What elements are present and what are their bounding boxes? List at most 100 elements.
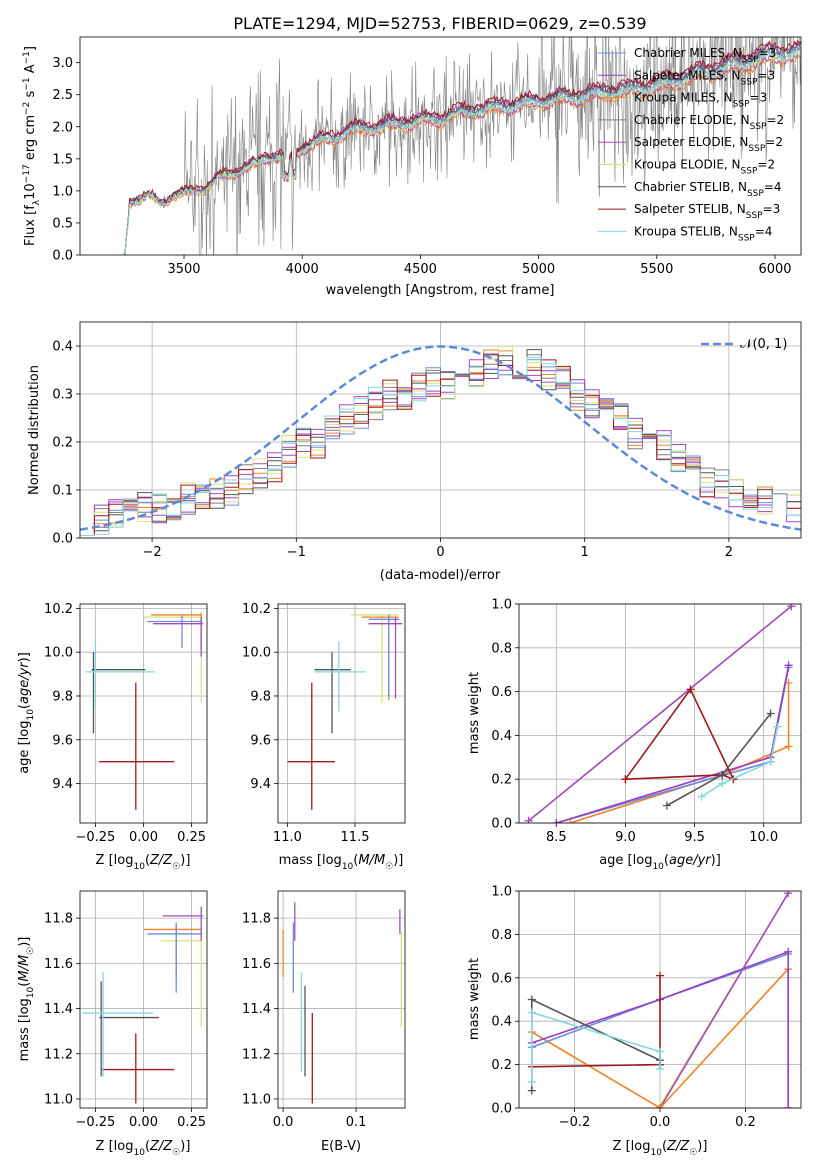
x-axis-label: Z [log10(Z/Z☉)] <box>613 1139 708 1158</box>
weight-marker <box>718 779 727 788</box>
y-tick-label: 3.0 <box>52 56 73 71</box>
y-tick-label: 11.4 <box>242 1002 271 1017</box>
y-tick-label: 0.0 <box>491 1102 512 1117</box>
x-tick-label: 5000 <box>522 262 555 277</box>
x-tick-label: 0.25 <box>177 1115 206 1130</box>
x-tick-label: 6000 <box>758 262 791 277</box>
x-tick-label: −1 <box>287 545 306 560</box>
x-axis-label: Z [log10(Z/Z☉)] <box>96 853 191 872</box>
y-tick-label: 0.0 <box>52 249 73 264</box>
x-axis-label: age [log10(age/yr)] <box>599 853 721 872</box>
histogram-chabrier-elodie <box>80 354 801 536</box>
x-tick-label: 2 <box>725 545 733 560</box>
weight-marker <box>656 1047 664 1056</box>
weight-marker <box>566 819 575 823</box>
y-tick-label: 0.2 <box>52 436 73 451</box>
legend-entry: Kroupa ELODIE, NSSP=2 <box>634 158 775 177</box>
weight-marker <box>784 661 793 670</box>
legend-entry: Salpeter ELODIE, NSSP=2 <box>634 135 783 154</box>
y-tick-label: 2.0 <box>52 120 73 135</box>
x-tick-label: 11.5 <box>341 830 370 845</box>
x-tick-label: 0.1 <box>346 1115 367 1130</box>
weight-marker <box>766 757 775 766</box>
weight-marker <box>656 971 664 980</box>
y-tick-label: 0.5 <box>52 216 73 231</box>
y-tick-label: 0.2 <box>491 773 512 788</box>
weight-marker <box>527 1077 536 1086</box>
y-tick-label: 9.8 <box>250 689 271 704</box>
weight-marker <box>527 1008 536 1017</box>
y-tick-label: 10.2 <box>242 602 271 617</box>
model-line-kroupa-elodie <box>122 50 801 255</box>
y-axis-label: Flux [fλ10−17 erg cm−2 s−1 A−1] <box>22 46 42 246</box>
weight-line-salpeter-stelib <box>531 975 661 1068</box>
weight-line-salpeter-stelib <box>624 687 735 781</box>
weight-vs-age-panel: 8.5 9.0 9.5 10.0 0.0 0.2 0.4 0.6 0.8 1.0 age [log1… <box>467 598 802 872</box>
x-axis-label: Z [log10(Z/Z☉)] <box>96 1139 191 1158</box>
weight-line-salpeter-miles <box>531 950 790 1108</box>
histogram-salpeter-stelib <box>80 353 801 536</box>
x-tick-label: 0.25 <box>177 830 206 845</box>
x-tick-label: 0.0 <box>650 1115 671 1130</box>
legend-entry: Salpeter STELIB, NSSP=3 <box>634 202 780 221</box>
weight-line-kroupa-stelib <box>701 726 779 798</box>
figure-title: PLATE=1294, MJD=52753, FIBERID=0629, z=0… <box>233 14 646 33</box>
y-tick-label: 10.2 <box>44 602 73 617</box>
gaussian-curve <box>80 345 801 531</box>
weight-marker <box>527 995 536 1004</box>
y-axis-label: Normed distribution <box>27 365 42 495</box>
x-tick-label: 0.00 <box>129 1115 158 1130</box>
y-tick-label: 9.6 <box>52 733 73 748</box>
y-tick-label: 10.0 <box>242 646 271 661</box>
y-tick-label: 9.4 <box>52 777 73 792</box>
y-tick-label: 0.0 <box>491 817 512 832</box>
age-vs-mass-panel: 11.0 11.5 9.4 9.6 9.8 10.0 10.2 mass [log10(M/M… <box>242 602 406 872</box>
histogram-chabrier-stelib <box>80 349 801 536</box>
weight-line-kroupa-miles <box>569 682 790 823</box>
x-tick-label: 1 <box>581 545 589 560</box>
y-tick-label: 11.8 <box>44 912 73 927</box>
y-axis-label: mass weight <box>467 958 482 1040</box>
weight-marker <box>773 722 782 731</box>
weight-marker <box>766 709 775 718</box>
weight-marker <box>527 1086 536 1095</box>
y-tick-label: 9.8 <box>52 689 73 704</box>
plot-area <box>85 612 204 810</box>
weight-vs-metallicity-panel: −0.2 0.0 0.2 0.0 0.2 0.4 0.6 0.8 1.0 Z [log10(Z/Z… <box>467 885 802 1158</box>
y-tick-label: 0.0 <box>52 532 73 547</box>
x-axis-label: wavelength [Angstrom, rest frame] <box>326 283 555 298</box>
x-axis-label: mass [log10(M/M☉)] <box>279 853 404 872</box>
y-tick-label: 11.0 <box>242 1092 271 1107</box>
y-axis-label: mass [log10(M/M☉)] <box>17 937 36 1062</box>
x-tick-label: −0.2 <box>559 1115 591 1130</box>
axes-frame <box>79 321 802 539</box>
legend-entry: Kroupa STELIB, NSSP=4 <box>634 224 772 243</box>
axes-frame <box>79 603 208 824</box>
y-tick-label: 11.2 <box>44 1047 73 1062</box>
spectrum-panel: 3500 4000 4500 5000 5500 6000 0.0 0.5 1.0 1.5 2.0 2… <box>22 36 802 298</box>
axes-frame <box>79 890 208 1109</box>
y-tick-label: 10.0 <box>44 646 73 661</box>
y-tick-label: 11.8 <box>242 912 271 927</box>
weight-line-chabrier-stelib <box>666 713 772 807</box>
weight-marker <box>656 1064 664 1073</box>
y-tick-label: 0.6 <box>491 685 512 700</box>
y-tick-label: 11.2 <box>242 1047 271 1062</box>
mass-vs-extinction-panel: 0.0 0.1 11.0 11.2 11.4 11.6 11.8 E(B-V) <box>242 890 406 1154</box>
x-tick-label: 3500 <box>167 262 200 277</box>
weight-marker <box>784 742 793 751</box>
y-tick-label: 11.4 <box>44 1002 73 1017</box>
y-tick-label: 0.1 <box>52 484 73 499</box>
plot-area <box>287 614 403 810</box>
plot-area <box>524 604 796 823</box>
y-tick-label: 0.4 <box>52 340 73 355</box>
y-tick-label: 0.4 <box>491 729 512 744</box>
y-tick-label: 11.0 <box>44 1092 73 1107</box>
x-tick-label: 0.00 <box>129 830 158 845</box>
weight-line-salpeter-elodie <box>659 892 789 1108</box>
y-tick-label: 9.6 <box>250 733 271 748</box>
model-line-salpeter-elodie <box>122 54 801 255</box>
x-tick-label: 10.0 <box>749 830 778 845</box>
plot-area <box>81 906 204 1104</box>
legend-entry: Kroupa MILES, NSSP=3 <box>634 91 767 110</box>
